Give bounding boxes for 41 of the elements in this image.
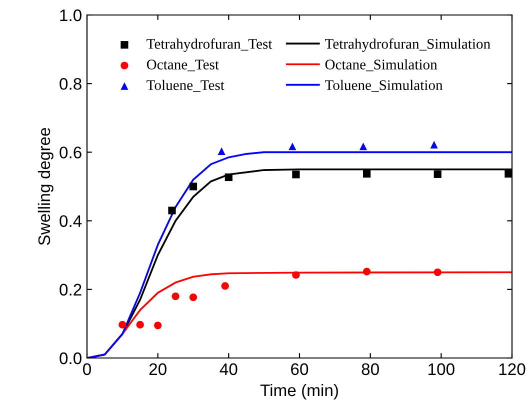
y-tick-label: 1.0 (60, 9, 82, 22)
point (168, 206, 176, 214)
y-tick-label: 0.2 (60, 284, 82, 296)
point (154, 322, 162, 330)
point (362, 170, 371, 178)
y-tick-label: 0.8 (60, 78, 82, 90)
point (118, 320, 126, 329)
x-tick-label: 120 (499, 363, 526, 376)
y-axis-title: Swelling degree (38, 128, 54, 246)
legend-label: Tetrahydrofuran_Simulation (325, 38, 490, 52)
point (434, 268, 442, 276)
x-tick-label: 20 (149, 363, 166, 376)
point (359, 142, 368, 150)
y-tick-label: 0.6 (60, 146, 82, 158)
point (292, 271, 300, 279)
point (362, 268, 371, 276)
legend-label: Toluene_Test (146, 80, 224, 92)
point (292, 170, 300, 178)
point (430, 140, 438, 148)
point (504, 170, 512, 178)
point (224, 173, 232, 182)
point (172, 292, 180, 300)
point (189, 182, 198, 190)
y-tick-label: 0.4 (60, 215, 82, 228)
point (221, 282, 229, 290)
legend-label: Octane_Simulation (325, 59, 438, 72)
x-tick-label: 60 (291, 363, 308, 376)
point (288, 142, 296, 150)
x-axis-title: Time (min) (260, 384, 338, 400)
point (189, 293, 198, 302)
x-tick-label: 80 (362, 363, 379, 376)
point (136, 320, 144, 329)
legend-label: Octane_Test (146, 60, 219, 72)
point (218, 147, 226, 155)
x-tick-label: 0 (83, 363, 91, 376)
x-tick-label: 40 (220, 363, 238, 376)
legend-label: Toluene_Simulation (325, 80, 443, 92)
x-tick-label: 100 (428, 363, 454, 376)
y-tick-label: 0.0 (60, 352, 82, 364)
point (434, 170, 442, 178)
legend-label: Tetrahydrofuran_Test (146, 38, 272, 52)
